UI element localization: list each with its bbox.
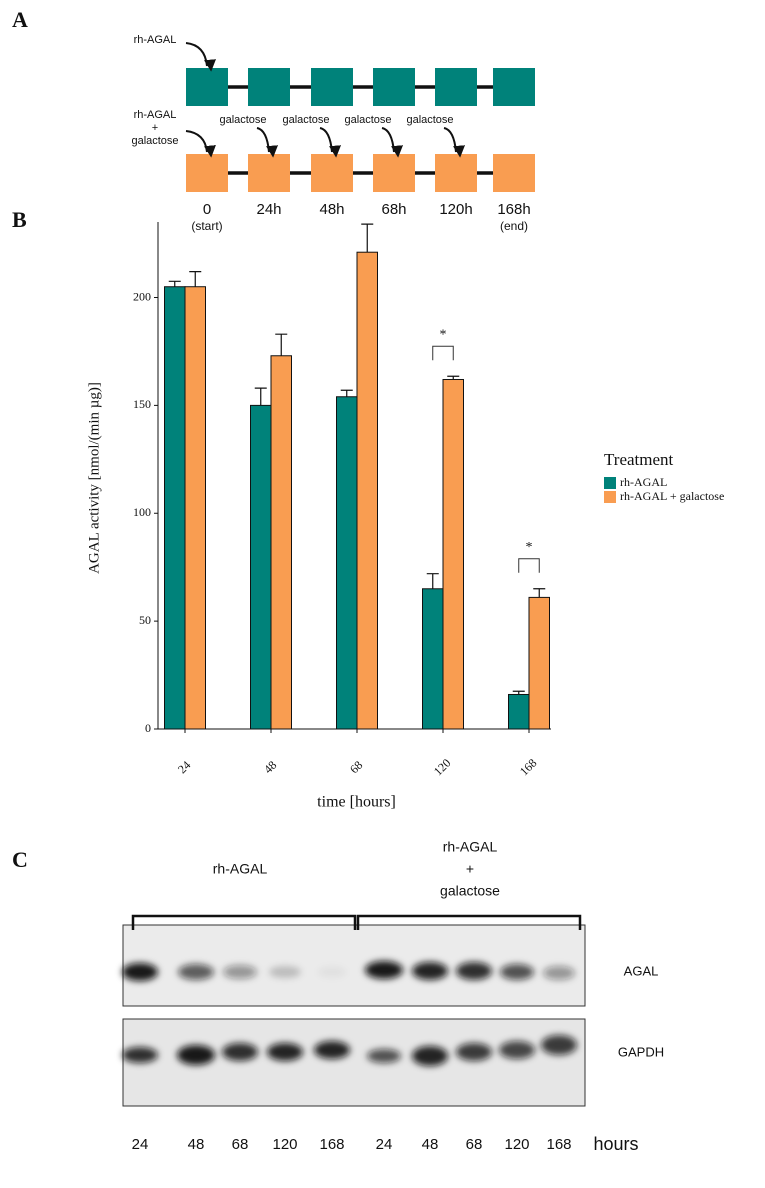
row-label: rh-AGAL [134, 109, 177, 121]
y-tick-label: 150 [133, 397, 151, 411]
y-tick-label: 200 [133, 289, 151, 303]
lane-label: 24 [376, 1136, 393, 1153]
x-tick-label: 24 [175, 758, 193, 776]
error-bar [361, 223, 374, 253]
bar [356, 251, 378, 730]
bar [508, 693, 530, 730]
error-bar [426, 573, 439, 589]
significance-label: * [440, 327, 447, 342]
x-tick-label: 48 [261, 758, 279, 776]
treatment-box [373, 154, 415, 192]
end-note: (end) [500, 219, 528, 233]
timepoint-label: 120h [439, 201, 472, 218]
panel-label: B [12, 207, 27, 232]
legend-key [604, 491, 616, 503]
significance-bracket [518, 558, 540, 573]
significance-bracket [432, 345, 454, 361]
addition-label: galactose [406, 114, 453, 126]
blot-label: GAPDH [618, 1044, 664, 1059]
bar [184, 286, 206, 730]
error-bar [447, 375, 460, 380]
panel-label: C [12, 847, 28, 872]
panel-label: A [12, 7, 28, 32]
treatment-box [435, 68, 477, 106]
group-brackets [131, 914, 582, 930]
treatment-box [373, 68, 415, 106]
legend-label: rh-AGAL [620, 475, 667, 489]
addition-label: galactose [282, 114, 329, 126]
error-bar [533, 588, 546, 598]
error-bar [340, 389, 353, 397]
lane-label: 68 [232, 1136, 249, 1153]
addition-label: galactose [344, 114, 391, 126]
treatment-box [248, 68, 290, 106]
treatment-box [248, 154, 290, 192]
start-note: (start) [191, 219, 222, 233]
timepoint-label: 68h [381, 201, 406, 218]
x-axis-title: time [hours] [317, 794, 396, 811]
lane-label: 68 [466, 1136, 483, 1153]
bar [336, 396, 358, 730]
arrow [185, 42, 216, 72]
arrow [185, 130, 216, 158]
lane-label: 120 [272, 1136, 297, 1153]
error-bar [254, 387, 267, 406]
arrow [381, 127, 404, 158]
y-tick-label: 0 [145, 721, 151, 735]
x-tick-label: 68 [347, 758, 365, 776]
arrow [319, 127, 342, 158]
arrow [443, 127, 466, 158]
x-tick-label: 168 [517, 756, 540, 779]
legend-title: Treatment [604, 450, 674, 469]
error-bar [189, 271, 202, 287]
timepoint-label: 24h [256, 201, 281, 218]
bar [250, 404, 272, 730]
row-label: rh-AGAL [134, 34, 177, 46]
blot-label: AGAL [624, 963, 659, 978]
group-label: + [466, 861, 474, 877]
treatment-box [311, 154, 353, 192]
error-bar [275, 333, 288, 356]
bar [528, 596, 550, 730]
treatment-box [186, 154, 228, 192]
timepoint-label: 48h [319, 201, 344, 218]
y-tick-label: 100 [133, 505, 151, 519]
bar [270, 355, 292, 730]
group-label: rh-AGAL [443, 839, 498, 855]
row-label: + [152, 122, 158, 134]
treatment-box [493, 68, 535, 106]
bar [442, 378, 464, 730]
legend-key [604, 477, 616, 489]
blot-gapdh [122, 1018, 586, 1107]
lane-label: 48 [422, 1136, 439, 1153]
treatment-box [435, 154, 477, 192]
error-bar [168, 280, 181, 287]
bar [422, 588, 444, 730]
blot-agal [122, 924, 586, 1007]
treatment-box [493, 154, 535, 192]
arrow [256, 127, 279, 158]
group-label: galactose [440, 883, 500, 899]
addition-label: galactose [219, 114, 266, 126]
timepoint-label: 168h [497, 201, 530, 218]
legend-label: rh-AGAL + galactose [620, 489, 724, 503]
error-bar [512, 690, 525, 695]
lane-label: 168 [546, 1136, 571, 1153]
treatment-box [311, 68, 353, 106]
lane-unit: hours [593, 1134, 638, 1154]
lane-label: 120 [504, 1136, 529, 1153]
treatment-box [186, 68, 228, 106]
lane-label: 24 [132, 1136, 149, 1153]
timepoint-label: 0 [203, 201, 211, 218]
row-label: galactose [131, 135, 178, 147]
significance-label: * [526, 540, 533, 555]
lane-label: 168 [319, 1136, 344, 1153]
y-axis-title: AGAL activity [nmol/(min µg)] [86, 382, 102, 574]
bar [164, 286, 186, 730]
x-tick-label: 120 [431, 756, 454, 779]
y-tick-label: 50 [139, 613, 151, 627]
lane-label: 48 [188, 1136, 205, 1153]
group-label: rh-AGAL [213, 861, 268, 877]
